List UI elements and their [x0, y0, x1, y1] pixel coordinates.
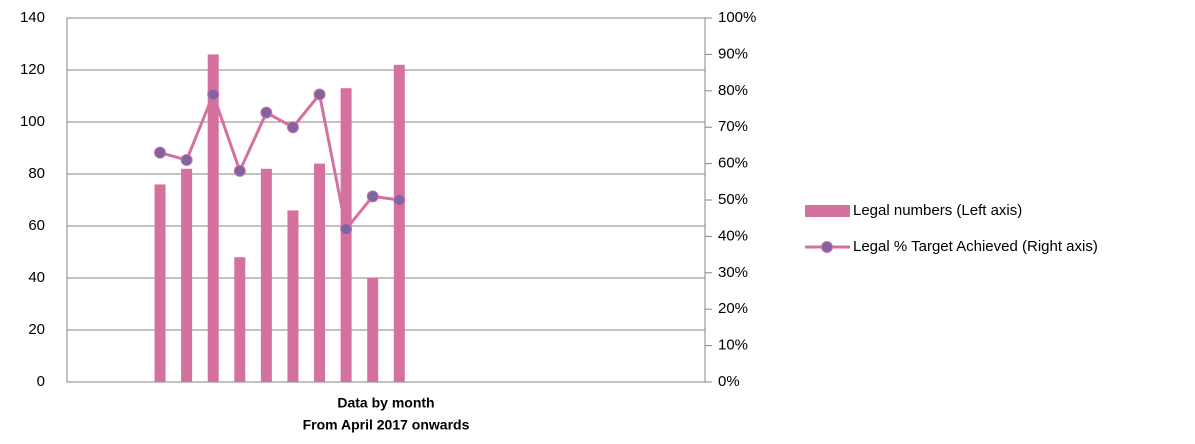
line [159, 90, 400, 233]
marker [393, 194, 406, 206]
legend-label: Legal numbers (Left axis) [853, 202, 1022, 219]
y2-tick-label: 30% [718, 264, 748, 281]
y-tick-label: 120 [20, 61, 45, 78]
y-tick-label: 140 [20, 9, 45, 26]
bar [181, 168, 193, 382]
marker [340, 223, 353, 236]
bar [154, 184, 166, 382]
marker [207, 88, 220, 101]
x-axis-label: From April 2017 onwards [303, 417, 470, 433]
y2-tick-label: 90% [718, 45, 748, 62]
y-tick-label: 60 [28, 217, 45, 234]
y-tick-label: 20 [28, 321, 45, 338]
bar [287, 210, 299, 382]
y2-tick-label: 50% [718, 191, 748, 208]
y-tick-label: 40 [28, 269, 45, 286]
y2-tick-label: 80% [718, 82, 748, 99]
legend-swatch [805, 205, 850, 217]
y2-tick-label: 100% [718, 9, 756, 26]
marker [233, 164, 246, 177]
bar [207, 54, 219, 383]
y-tick-label: 100 [20, 113, 45, 130]
marker [260, 106, 273, 119]
legend-swatch [821, 241, 833, 253]
marker [180, 153, 193, 166]
bar [234, 257, 246, 382]
bar [314, 163, 326, 382]
y2-tick-label: 40% [718, 227, 748, 244]
y2-tick-label: 20% [718, 300, 748, 317]
bar [260, 168, 272, 382]
x-axis-label: Data by month [337, 395, 434, 411]
legend-label: Legal % Target Achieved (Right axis) [853, 238, 1098, 255]
y2-tick-label: 0% [718, 373, 740, 390]
bar [367, 278, 379, 382]
marker [313, 88, 326, 101]
y2-tick-label: 10% [718, 337, 748, 354]
y2-tick-label: 70% [718, 118, 748, 135]
marker [366, 190, 379, 203]
y-tick-label: 80 [28, 165, 45, 182]
marker [286, 121, 299, 134]
marker [154, 146, 167, 159]
y-tick-label: 0 [37, 373, 45, 390]
bar [393, 64, 405, 383]
y2-tick-label: 60% [718, 155, 748, 172]
